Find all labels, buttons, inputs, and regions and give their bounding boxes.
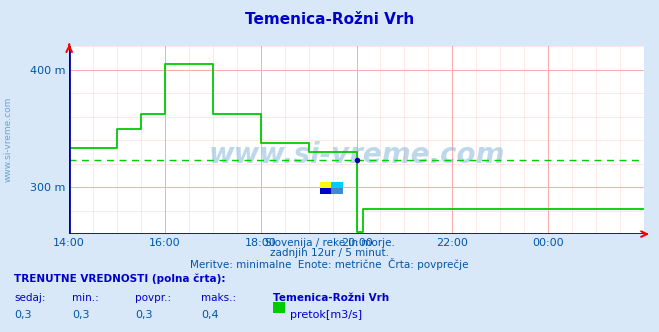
Text: www.si-vreme.com: www.si-vreme.com — [3, 97, 13, 182]
Text: zadnjih 12ur / 5 minut.: zadnjih 12ur / 5 minut. — [270, 248, 389, 258]
Text: Meritve: minimalne  Enote: metrične  Črta: povprečje: Meritve: minimalne Enote: metrične Črta:… — [190, 258, 469, 270]
Text: Temenica-Rožni Vrh: Temenica-Rožni Vrh — [245, 12, 414, 27]
Text: 0,4: 0,4 — [201, 310, 219, 320]
Text: maks.:: maks.: — [201, 293, 236, 303]
Text: min.:: min.: — [72, 293, 100, 303]
Text: povpr.:: povpr.: — [135, 293, 171, 303]
Text: Slovenija / reke in morje.: Slovenija / reke in morje. — [264, 238, 395, 248]
Text: www.si-vreme.com: www.si-vreme.com — [208, 141, 505, 169]
Text: 0,3: 0,3 — [135, 310, 153, 320]
Text: Temenica-Rožni Vrh: Temenica-Rožni Vrh — [273, 293, 389, 303]
Text: pretok[m3/s]: pretok[m3/s] — [290, 310, 362, 320]
Text: TRENUTNE VREDNOSTI (polna črta):: TRENUTNE VREDNOSTI (polna črta): — [14, 274, 226, 285]
Text: 0,3: 0,3 — [72, 310, 90, 320]
Text: sedaj:: sedaj: — [14, 293, 46, 303]
Text: 0,3: 0,3 — [14, 310, 32, 320]
